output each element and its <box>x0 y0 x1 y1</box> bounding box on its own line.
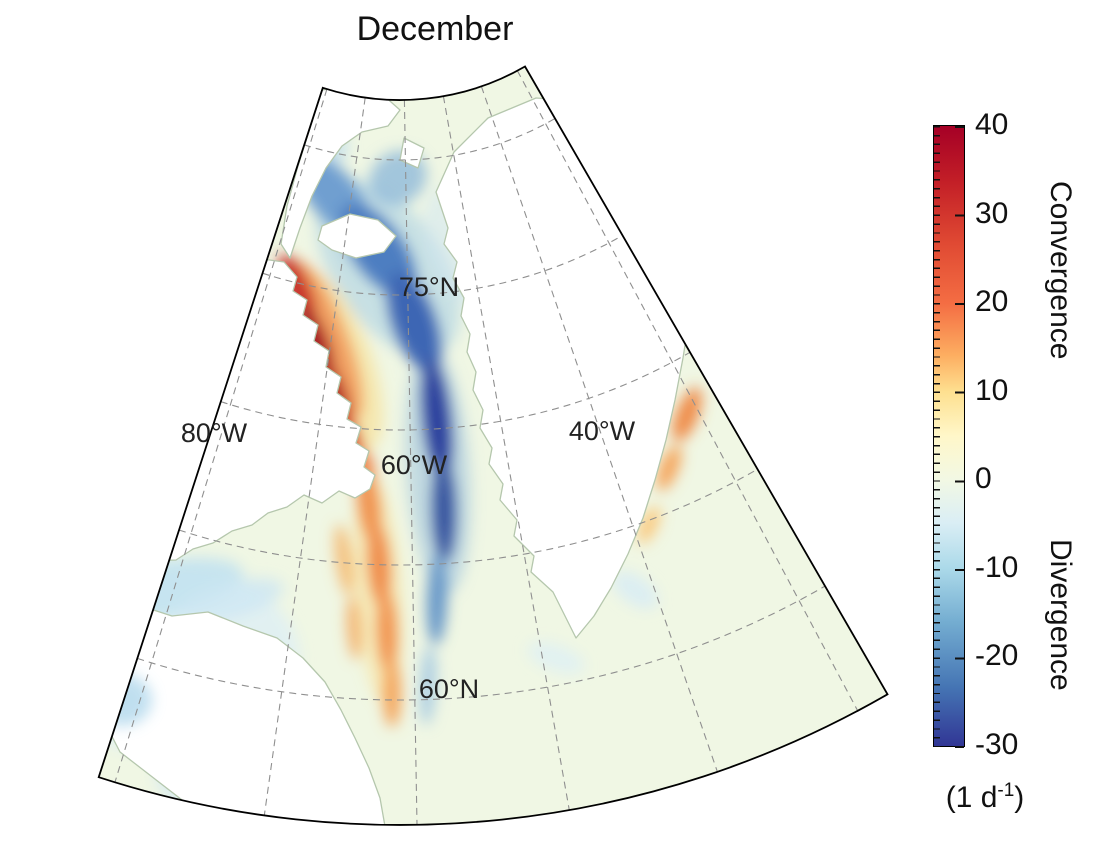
graticule-label-40w: 40°W <box>569 416 636 446</box>
parallel-70n <box>220 351 691 431</box>
colorbar: 40 30 20 10 0 -10 -20 -30 Convergence Di… <box>933 108 1119 853</box>
colorbar-tick-label: -30 <box>975 728 1019 761</box>
graticule-label-60w: 60°W <box>381 450 448 480</box>
colorbar-tick-label: 40 <box>975 108 1009 141</box>
colorbar-divergence-label: Divergence <box>1044 539 1077 691</box>
parallel-75n <box>262 234 623 296</box>
meridian-60w <box>403 99 418 825</box>
parallel-60n <box>137 585 826 701</box>
colorbar-tick-label: 30 <box>975 196 1009 230</box>
colorbar-tick-label: -20 <box>975 639 1019 673</box>
units-exponent: -1 <box>997 780 1015 801</box>
figure-title: December <box>356 10 514 48</box>
meridian-50w <box>442 96 570 811</box>
coastline-devon-island <box>317 213 397 259</box>
colorbar-tick-label: -10 <box>975 550 1019 584</box>
units-prefix: (1 d <box>945 781 998 814</box>
graticule <box>114 70 859 825</box>
map-figure: 75°N 60°N 80°W 60°W 40°W <box>97 65 889 826</box>
colorbar-tick-label: 20 <box>975 285 1009 319</box>
graticule-label-60n: 60°N <box>419 674 479 704</box>
graticule-label-75n: 75°N <box>399 272 459 302</box>
divergence-patch-ungava-bay <box>98 674 152 726</box>
map-boundary <box>97 65 889 826</box>
meridian-70w <box>263 97 366 816</box>
meridian-80w <box>114 88 328 783</box>
colorbar-minor-ticks <box>934 126 940 747</box>
units-suffix: ) <box>1014 781 1025 814</box>
colorbar-tick-label: 0 <box>975 462 992 496</box>
graticule-label-80w: 80°W <box>181 418 248 448</box>
convergence-band-labrador-coast <box>334 467 404 727</box>
graticule-labels: 75°N 60°N 80°W 60°W 40°W <box>181 272 636 704</box>
colorbar-convergence-label: Convergence <box>1044 180 1077 360</box>
meridian-40w <box>480 86 718 772</box>
coastline-labrador <box>98 603 387 825</box>
coastline-ellesmere-island <box>280 85 401 259</box>
colorbar-major-ticks <box>955 126 964 748</box>
colorbar-units: (1 d-1) <box>915 780 1055 815</box>
convergence-patches-se-greenland <box>527 387 702 674</box>
colorbar-gradient <box>933 125 965 748</box>
colorbar-tick-label: 10 <box>975 373 1009 407</box>
meridian-30w <box>516 70 859 712</box>
parallel-65n <box>178 468 758 566</box>
